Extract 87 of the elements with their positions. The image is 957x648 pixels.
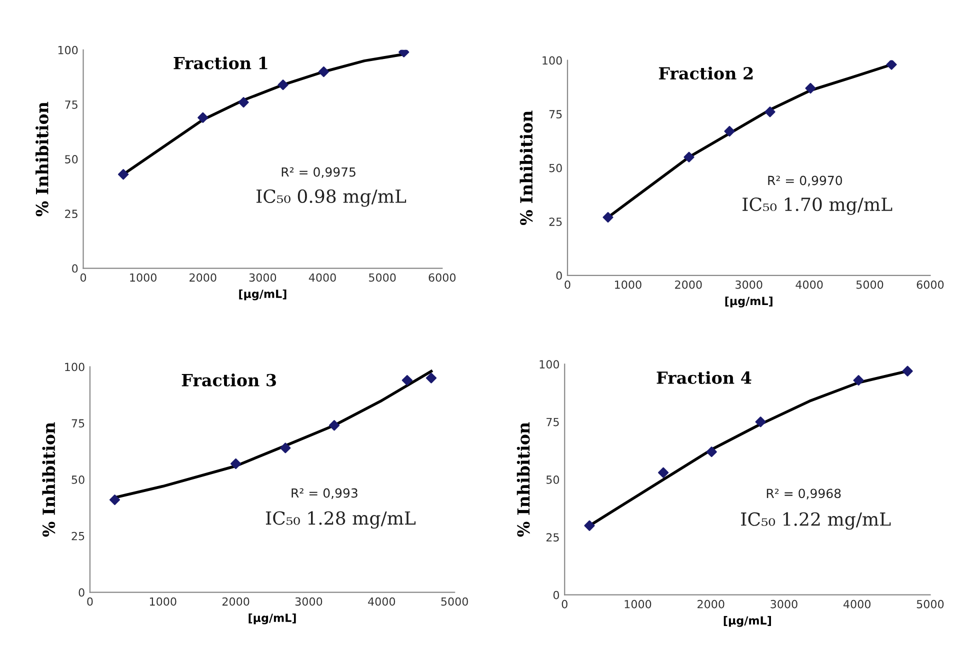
x-tick-label: 5000 <box>441 597 468 606</box>
y-tick-label: 100 <box>542 56 562 65</box>
y-axis-title: % Inhibition <box>42 422 56 537</box>
x-tick-label: 3000 <box>736 280 762 289</box>
point <box>426 372 437 384</box>
x-tick-label: 1000 <box>150 597 176 606</box>
y-axis-title: % Inhibition <box>520 110 533 226</box>
x-tick-label: 0 <box>87 597 93 606</box>
point <box>853 375 864 386</box>
x-tick-label: 6000 <box>428 273 456 282</box>
y-tick-label: 25 <box>72 532 84 540</box>
y-tick-label: 50 <box>549 164 562 172</box>
point <box>658 467 669 478</box>
y-tick-label: 0 <box>78 588 84 597</box>
x-axis-title: [µg/mL] <box>725 296 772 308</box>
x-tick-label: 5000 <box>856 280 884 289</box>
x-tick-label: 3000 <box>295 597 322 606</box>
x-tick-label: 5000 <box>369 273 396 282</box>
y-tick-label: 0 <box>72 264 78 273</box>
point <box>886 60 897 70</box>
x-tick-label: 4000 <box>368 597 396 606</box>
annotation: R² = 0,9975 <box>282 167 356 178</box>
point <box>602 212 614 223</box>
x-tick-label: 1000 <box>615 280 642 289</box>
point <box>118 169 129 180</box>
annotation: IC₅₀ 1.22 mg/mL <box>741 512 891 530</box>
annotation: IC₅₀ 1.28 mg/mL <box>266 511 416 529</box>
point <box>684 152 694 162</box>
y-axis-title: % Inhibition <box>36 102 48 216</box>
point <box>318 66 330 78</box>
point <box>764 106 776 118</box>
x-axis-title: [µg/mL] <box>724 616 771 627</box>
x-axis-title: [µg/mL] <box>239 289 286 300</box>
y-axis-title: % Inhibition <box>516 422 530 537</box>
y-tick-label: 100 <box>540 360 560 369</box>
point <box>238 97 249 108</box>
point <box>278 80 288 90</box>
annotation: IC₅₀ 1.70 mg/mL <box>742 197 892 215</box>
x-tick-label: 4000 <box>796 280 823 289</box>
y-tick-label: 75 <box>72 419 84 428</box>
x-tick-label: 4000 <box>308 273 336 282</box>
y-tick-label: 25 <box>549 218 562 226</box>
y-tick-label: 50 <box>72 475 84 484</box>
point <box>706 446 717 458</box>
y-tick-label: 50 <box>65 155 78 164</box>
x-tick-label: 1000 <box>624 600 652 608</box>
y-tick-label: 100 <box>65 362 84 372</box>
chart-title: Fraction 3 <box>182 374 276 386</box>
x-tick-label: 0 <box>564 280 570 289</box>
annotation: IC₅₀ 0.98 mg/mL <box>256 189 406 207</box>
point <box>755 416 766 428</box>
x-tick-label: 1000 <box>130 273 156 282</box>
annotation: R² = 0,9968 <box>766 488 841 500</box>
point <box>198 112 208 123</box>
chart-title: Fraction 1 <box>174 56 268 70</box>
y-tick-label: 0 <box>553 590 560 600</box>
annotation: R² = 0,9970 <box>768 176 842 186</box>
point <box>724 126 735 137</box>
x-tick-label: 4000 <box>843 600 870 608</box>
x-tick-label: 2000 <box>675 280 702 289</box>
y-tick-label: 25 <box>65 210 78 218</box>
point <box>402 374 412 386</box>
chart-title: Fraction 2 <box>658 66 753 80</box>
x-tick-label: 3000 <box>770 600 798 608</box>
y-tick-label: 75 <box>549 110 562 118</box>
y-tick-label: 100 <box>58 46 78 54</box>
x-tick-label: 0 <box>562 600 568 608</box>
point <box>280 442 291 454</box>
y-tick-label: 75 <box>546 418 559 426</box>
y-tick-label: 50 <box>546 475 560 484</box>
point <box>805 82 816 94</box>
x-tick-label: 5000 <box>916 600 944 608</box>
x-axis-title: [µg/mL] <box>248 613 296 624</box>
x-tick-label: 2000 <box>698 600 724 608</box>
y-tick-label: 75 <box>65 100 78 109</box>
x-tick-label: 6000 <box>916 280 944 289</box>
point <box>584 520 595 531</box>
annotation: R² = 0,993 <box>292 488 358 500</box>
y-tick-label: 25 <box>546 533 559 542</box>
chart-title: Fraction 4 <box>656 371 752 384</box>
x-tick-label: 2000 <box>222 597 250 606</box>
point <box>230 458 242 470</box>
x-tick-label: 3000 <box>249 273 276 282</box>
point <box>902 366 913 376</box>
point <box>328 420 340 431</box>
point <box>109 494 120 506</box>
x-tick-label: 2000 <box>190 273 216 282</box>
